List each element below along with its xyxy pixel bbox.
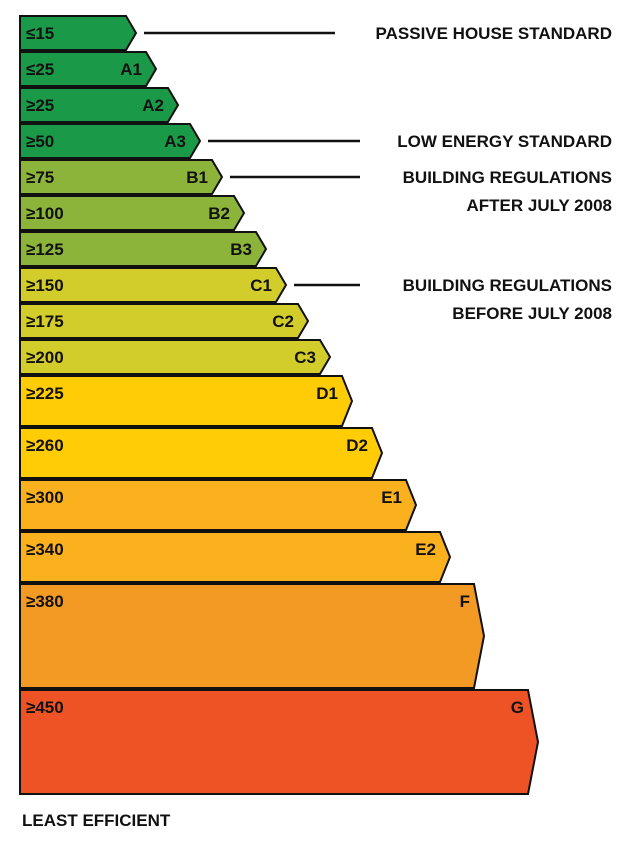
band-threshold-label: ≥300	[26, 488, 64, 507]
rating-band-shape	[19, 159, 224, 195]
rating-band-shape	[19, 51, 158, 87]
band-grade-label: E2	[415, 540, 436, 559]
band-threshold-label: ≥150	[26, 276, 64, 295]
band-threshold-label: ≥125	[26, 240, 64, 259]
band-threshold-label: ≥50	[26, 132, 54, 151]
band-grade-label: D2	[346, 436, 368, 455]
rating-band: ≥340 E2	[19, 531, 452, 583]
band-threshold-label: ≥100	[26, 204, 64, 223]
standard-marker: PASSIVE HOUSE STANDARD	[144, 24, 612, 43]
standard-label: PASSIVE HOUSE STANDARD	[376, 24, 612, 43]
band-threshold-label: ≥340	[26, 540, 64, 559]
rating-band-shape	[19, 479, 418, 531]
rating-band-shape	[19, 15, 138, 51]
rating-band-shape	[19, 123, 202, 159]
band-grade-label: A1	[120, 60, 142, 79]
band-grade-label: G	[511, 698, 524, 717]
rating-band: ≥75 B1	[19, 159, 224, 195]
band-grade-label: C3	[294, 348, 316, 367]
rating-band-shape	[19, 427, 384, 479]
standard-label: BEFORE JULY 2008	[452, 304, 612, 323]
rating-band: ≥175 C2	[19, 303, 310, 339]
band-grade-label: B3	[230, 240, 252, 259]
standard-marker: LOW ENERGY STANDARD	[208, 132, 612, 151]
rating-band-shape	[19, 303, 310, 339]
band-threshold-label: ≥25	[26, 96, 54, 115]
standard-label: LOW ENERGY STANDARD	[397, 132, 612, 151]
band-grade-label: A3	[164, 132, 186, 151]
rating-band-shape	[19, 583, 486, 689]
band-threshold-label: ≥200	[26, 348, 64, 367]
rating-band-shape	[19, 375, 354, 427]
rating-band: ≥50 A3	[19, 123, 202, 159]
band-threshold-label: ≥75	[26, 168, 54, 187]
standard-label: AFTER JULY 2008	[466, 196, 612, 215]
band-grade-label: E1	[381, 488, 402, 507]
rating-band: ≤15	[19, 15, 138, 51]
band-threshold-label: ≥380	[26, 592, 64, 611]
standard-label: BUILDING REGULATIONS	[403, 168, 612, 187]
rating-band: ≥225 D1	[19, 375, 354, 427]
band-threshold-label: ≤25	[26, 60, 54, 79]
band-grade-label: A2	[142, 96, 164, 115]
rating-band-shape	[19, 267, 288, 303]
band-threshold-label: ≤15	[26, 24, 54, 43]
rating-band: ≥200 C3	[19, 339, 332, 375]
rating-band: ≥300 E1	[19, 479, 418, 531]
rating-band: ≥380 F	[19, 583, 486, 689]
band-threshold-label: ≥225	[26, 384, 64, 403]
band-grade-label: C2	[272, 312, 294, 331]
band-grade-label: B1	[186, 168, 208, 187]
band-grade-label: B2	[208, 204, 230, 223]
rating-band-shape	[19, 689, 540, 795]
band-threshold-label: ≥450	[26, 698, 64, 717]
rating-band: ≥260 D2	[19, 427, 384, 479]
band-threshold-label: ≥260	[26, 436, 64, 455]
rating-band: ≥25 A2	[19, 87, 180, 123]
rating-band: ≥125 B3	[19, 231, 268, 267]
band-grade-label: D1	[316, 384, 338, 403]
rating-band: ≥100 B2	[19, 195, 246, 231]
rating-band: ≥450 G	[19, 689, 540, 795]
rating-band-shape	[19, 339, 332, 375]
rating-band: ≤25 A1	[19, 51, 158, 87]
rating-bands: ≤15 ≤25 A1 ≥25 A2 ≥50 A3 ≥75 B1 ≥100 B2 ≥125 B3 ≥150 C…	[19, 15, 540, 795]
rating-band-shape	[19, 531, 452, 583]
rating-band-shape	[19, 87, 180, 123]
standard-marker: BUILDING REGULATIONS AFTER JULY 2008	[230, 168, 612, 215]
standard-label: BUILDING REGULATIONS	[403, 276, 612, 295]
band-grade-label: C1	[250, 276, 272, 295]
rating-band-shape	[19, 195, 246, 231]
standard-marker: BUILDING REGULATIONS BEFORE JULY 2008	[294, 276, 612, 323]
rating-band: ≥150 C1	[19, 267, 288, 303]
band-grade-label: F	[460, 592, 470, 611]
rating-band-shape	[19, 231, 268, 267]
least-efficient-label: LEAST EFFICIENT	[22, 811, 171, 830]
band-threshold-label: ≥175	[26, 312, 64, 331]
standard-markers: PASSIVE HOUSE STANDARD LOW ENERGY STANDAR…	[144, 24, 612, 323]
